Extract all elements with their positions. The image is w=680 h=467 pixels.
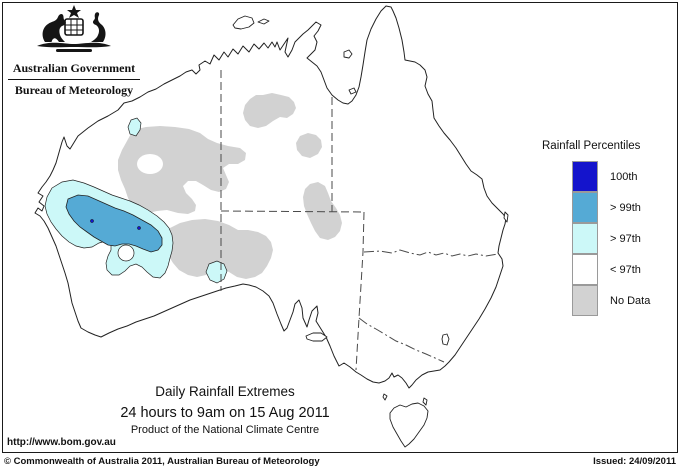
- bom-url[interactable]: http://www.bom.gov.au: [7, 437, 116, 448]
- legend-swatch-gt97: [572, 222, 598, 254]
- copyright-text: © Commonwealth of Australia 2011, Austra…: [4, 456, 320, 467]
- gov-title: Australian Government: [12, 61, 136, 75]
- p99-region: [65, 194, 163, 253]
- kangaroo-island: [305, 332, 328, 342]
- coat-of-arms-icon: [37, 5, 111, 52]
- legend-swatch-100th: [572, 160, 598, 192]
- nodata-hole: [137, 154, 163, 174]
- legend-swatch-gt99: [572, 191, 598, 223]
- nodata-region-nt-small: [296, 133, 322, 158]
- legend-row: > 99th: [572, 191, 675, 223]
- issued-date: Issued: 24/09/2011: [593, 456, 676, 467]
- p100-spot-2: [137, 226, 141, 230]
- cobourg-peninsula: [257, 18, 270, 25]
- p100-spot-1: [90, 219, 94, 223]
- nodata-region-border-corner: [303, 182, 342, 240]
- nodata-region-northern-sa: [165, 219, 273, 279]
- nodata-region-kimberley: [243, 93, 296, 128]
- legend-label: No Data: [610, 294, 651, 307]
- map-subtitle: 24 hours to 9am on 15 Aug 2011: [120, 404, 330, 421]
- act-border: [441, 333, 450, 346]
- mornington-island: [348, 87, 357, 95]
- legend-rows: 100th > 99th > 97th < 97th No Data: [572, 160, 675, 316]
- flinders-island: [422, 397, 428, 406]
- legend-label: 100th: [610, 170, 638, 183]
- legend: Rainfall Percentiles 100th > 99th > 97th…: [540, 140, 675, 316]
- p97-hole: [117, 244, 135, 262]
- tasmania: [389, 402, 429, 448]
- border-nsw-vic: [358, 317, 445, 363]
- legend-title: Rainfall Percentiles: [542, 140, 641, 152]
- legend-swatch-nodata: [572, 284, 598, 316]
- legend-label: > 99th: [610, 201, 641, 214]
- legend-row: No Data: [572, 284, 675, 316]
- caption-block: Daily Rainfall Extremes 24 hours to 9am …: [60, 384, 390, 438]
- legend-label: < 97th: [610, 263, 641, 276]
- header-branding: Australian Government Bureau of Meteorol…: [8, 4, 140, 98]
- map-frame: [2, 2, 678, 453]
- legend-label: > 97th: [610, 232, 641, 245]
- australia-coastline: [34, 5, 507, 389]
- legend-row: > 97th: [572, 222, 675, 254]
- p97-region-sa: [205, 260, 228, 284]
- melville-island: [232, 15, 255, 30]
- map-product-line: Product of the National Climate Centre: [130, 424, 320, 436]
- groote-eylandt: [343, 49, 353, 59]
- legend-row: 100th: [572, 160, 675, 192]
- king-island: [382, 393, 388, 401]
- title-divider: [8, 79, 140, 80]
- bureau-title: Bureau of Meteorology: [14, 83, 134, 97]
- legend-row: < 97th: [572, 253, 675, 285]
- border-141e: [355, 211, 365, 371]
- map-title: Daily Rainfall Extremes: [155, 384, 295, 399]
- nodata-region-wa-interior: [118, 126, 246, 214]
- footer-bar: © Commonwealth of Australia 2011, Austra…: [0, 454, 680, 467]
- legend-swatch-lt97: [572, 253, 598, 285]
- fraser-island: [503, 211, 509, 223]
- border-qld-nsw: [363, 249, 499, 257]
- p97-region-pilbara: [127, 117, 142, 137]
